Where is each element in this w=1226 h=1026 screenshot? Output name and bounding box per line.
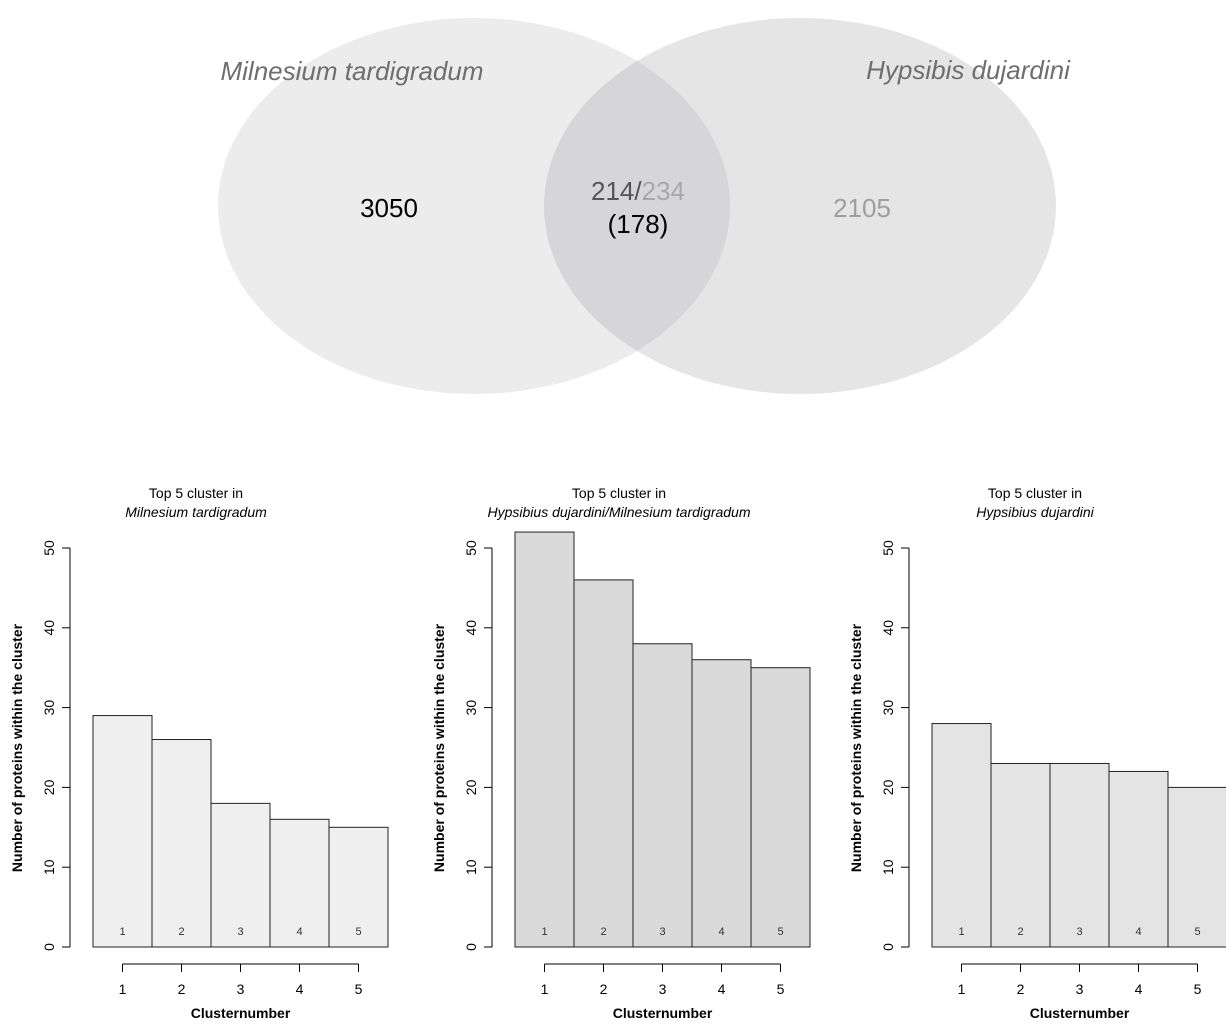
x-tick-label: 2 bbox=[600, 981, 608, 997]
bar-inner-label: 1 bbox=[119, 926, 125, 938]
bar-3 bbox=[1049, 762, 1110, 948]
bar-inner-label: 1 bbox=[541, 926, 547, 938]
y-tick-label: 10 bbox=[463, 859, 479, 875]
bar-inner-label: 4 bbox=[296, 926, 302, 938]
x-tick-label: 3 bbox=[659, 981, 667, 997]
y-tick-label: 50 bbox=[41, 540, 57, 556]
x-tick-label: 1 bbox=[541, 981, 549, 997]
bar-2 bbox=[990, 762, 1051, 948]
venn-overlap-region bbox=[544, 18, 730, 394]
x-tick-label: 1 bbox=[119, 981, 127, 997]
bar-3 bbox=[632, 643, 693, 948]
y-tick-label: 0 bbox=[880, 943, 896, 951]
y-tick-label: 20 bbox=[463, 779, 479, 795]
bar-inner-label: 4 bbox=[1135, 926, 1141, 938]
bar-2 bbox=[151, 739, 212, 948]
y-tick-label: 20 bbox=[880, 779, 896, 795]
chart-subtitle: Hypsibius dujardini bbox=[976, 504, 1094, 520]
bar-4 bbox=[1108, 770, 1169, 948]
bar-inner-label: 3 bbox=[659, 926, 665, 938]
chart-title: Top 5 cluster in bbox=[149, 485, 243, 501]
bar-inner-label: 1 bbox=[958, 926, 964, 938]
y-tick-label: 40 bbox=[41, 620, 57, 636]
venn-left-only-count: 3050 bbox=[360, 193, 418, 223]
x-tick-label: 5 bbox=[355, 981, 363, 997]
bar-5 bbox=[328, 826, 389, 948]
x-axis-title: Clusternumber bbox=[191, 1005, 291, 1021]
x-tick-label: 2 bbox=[178, 981, 186, 997]
chart-title: Top 5 cluster in bbox=[988, 485, 1082, 501]
bar-chart-2: Top 5 cluster in Hypsibius dujardini/Miln… bbox=[431, 485, 811, 1021]
x-tick-label: 4 bbox=[296, 981, 304, 997]
bar-inner-label: 4 bbox=[718, 926, 724, 938]
venn-overlap-counts: 214/234 bbox=[591, 176, 685, 206]
bar-inner-label: 5 bbox=[355, 926, 361, 938]
x-tick-label: 5 bbox=[777, 981, 785, 997]
bar-chart-1: Top 5 cluster in Milnesium tardigradum 0 10… bbox=[9, 485, 389, 1021]
bar-5 bbox=[750, 667, 811, 948]
venn-left-label: Milnesium tardigradum bbox=[221, 56, 484, 86]
x-tick-label: 5 bbox=[1194, 981, 1202, 997]
y-tick-label: 10 bbox=[41, 859, 57, 875]
y-tick-label: 40 bbox=[463, 620, 479, 636]
x-tick-label: 4 bbox=[718, 981, 726, 997]
venn-diagram: Milnesium tardigradum Hypsibis dujardini… bbox=[218, 18, 1071, 394]
x-tick-label: 2 bbox=[1017, 981, 1025, 997]
chart-subtitle: Milnesium tardigradum bbox=[125, 504, 267, 520]
chart-subtitle: Hypsibius dujardini/Milnesium tardigradu… bbox=[488, 504, 751, 520]
bar-1 bbox=[931, 723, 992, 948]
y-tick-label: 20 bbox=[41, 779, 57, 795]
y-tick-label: 0 bbox=[41, 943, 57, 951]
bar-3 bbox=[210, 802, 271, 948]
bar-inner-label: 2 bbox=[178, 926, 184, 938]
bar-chart-3: Top 5 cluster in Hypsibius dujardini 0 10 20… bbox=[848, 485, 1226, 1021]
bar-inner-label: 5 bbox=[777, 926, 783, 938]
bar-inner-label: 3 bbox=[1076, 926, 1082, 938]
y-tick-label: 50 bbox=[463, 540, 479, 556]
y-axis-title: Number of proteins within the cluster bbox=[431, 623, 447, 872]
bar-4 bbox=[691, 659, 752, 948]
venn-overlap-right: 234 bbox=[642, 176, 685, 206]
bar-inner-label: 2 bbox=[1017, 926, 1023, 938]
y-tick-label: 40 bbox=[880, 620, 896, 636]
bar-5 bbox=[1167, 786, 1226, 948]
x-axis-title: Clusternumber bbox=[613, 1005, 713, 1021]
bar-inner-label: 5 bbox=[1194, 926, 1200, 938]
venn-overlap-sep: / bbox=[634, 176, 642, 206]
x-tick-label: 3 bbox=[1076, 981, 1084, 997]
venn-right-label: Hypsibis dujardini bbox=[866, 55, 1071, 85]
venn-overlap-common: (178) bbox=[608, 209, 669, 239]
venn-overlap-left: 214 bbox=[591, 176, 634, 206]
y-axis-title: Number of proteins within the cluster bbox=[848, 623, 864, 872]
y-axis-title: Number of proteins within the cluster bbox=[9, 623, 25, 872]
y-tick-label: 30 bbox=[41, 700, 57, 716]
y-tick-label: 30 bbox=[463, 700, 479, 716]
bar-inner-label: 3 bbox=[237, 926, 243, 938]
bar-1 bbox=[92, 715, 153, 948]
x-tick-label: 3 bbox=[237, 981, 245, 997]
bar-1 bbox=[514, 531, 575, 948]
x-tick-label: 4 bbox=[1135, 981, 1143, 997]
y-tick-label: 30 bbox=[880, 700, 896, 716]
x-axis-title: Clusternumber bbox=[1030, 1005, 1130, 1021]
y-tick-label: 50 bbox=[880, 540, 896, 556]
y-tick-label: 0 bbox=[463, 943, 479, 951]
chart-title: Top 5 cluster in bbox=[572, 485, 666, 501]
y-tick-label: 10 bbox=[880, 859, 896, 875]
x-tick-label: 1 bbox=[958, 981, 966, 997]
venn-right-only-count: 2105 bbox=[833, 193, 891, 223]
bar-2 bbox=[573, 579, 634, 948]
bar-inner-label: 2 bbox=[600, 926, 606, 938]
bar-4 bbox=[269, 818, 330, 948]
